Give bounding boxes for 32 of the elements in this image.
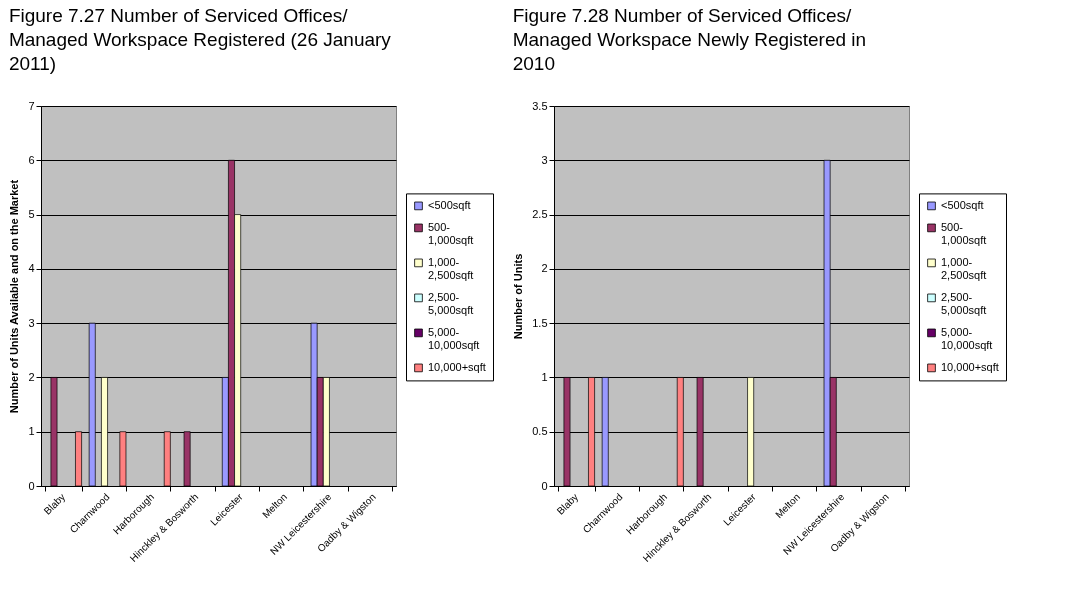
legend-label: 1,000-2,500sqft [941, 255, 987, 281]
legend-label: 10,000+sqft [428, 360, 486, 373]
chart-title: Figure 7.28 Number of Serviced Offices/ Managed Workspace Newly Registered in 2010 [512, 5, 867, 74]
y-tick-label: 0 [28, 479, 35, 492]
y-tick-label: 1 [541, 370, 548, 383]
y-tick-label: 0.5 [532, 425, 548, 438]
legend-label: <500sqft [941, 198, 984, 211]
chart-title: Figure 7.27 Number of Serviced Offices/ Managed Workspace Registered (26 January 2011) [8, 5, 392, 74]
legend-label: 500-1,000sqft [941, 220, 987, 246]
y-tick-label: 5 [28, 208, 35, 221]
legend-label: 2,500-5,000sqft [941, 290, 987, 316]
y-tick-label: 3 [28, 316, 35, 329]
y-tick-label: 3.5 [532, 99, 548, 112]
legend-label: 1,000-2,500sqft [428, 255, 474, 281]
y-tick-label: 2 [28, 370, 35, 383]
legend-label: 5,000-10,000sqft [941, 325, 993, 351]
legend-label: 5,000-10,000sqft [428, 325, 480, 351]
y-axis-title: Number of Units [512, 253, 525, 340]
legend-label: 500-1,000sqft [428, 220, 474, 246]
y-tick-label: 0 [541, 479, 548, 492]
legend-label: 2,500-5,000sqft [428, 290, 474, 316]
y-tick-label: 1.5 [532, 316, 548, 329]
y-tick-label: 6 [28, 153, 35, 166]
y-tick-label: 4 [28, 262, 35, 275]
y-tick-label: 3 [541, 153, 548, 166]
y-tick-label: 2.5 [532, 208, 548, 221]
y-axis-title: Number of Units Available and on the Market [8, 179, 21, 414]
y-tick-label: 7 [28, 99, 35, 112]
y-tick-label: 1 [28, 425, 35, 438]
legend-label: 10,000+sqft [941, 360, 999, 373]
y-tick-label: 2 [541, 262, 548, 275]
legend-label: <500sqft [428, 198, 471, 211]
